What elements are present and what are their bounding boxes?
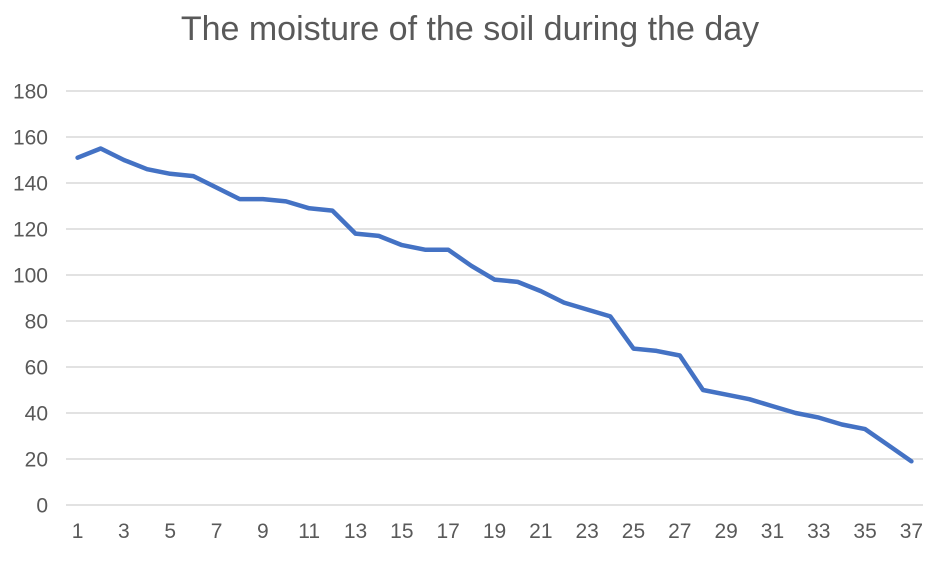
y-axis-tick-label: 0: [36, 494, 48, 517]
y-axis-tick-label: 160: [13, 126, 48, 149]
x-axis-tick-label: 25: [622, 520, 645, 543]
y-axis-tick-label: 140: [13, 172, 48, 195]
y-axis-tick-label: 100: [13, 264, 48, 287]
x-axis-tick-label: 19: [483, 520, 506, 543]
x-axis-tick-label: 5: [164, 520, 176, 543]
y-axis-tick-label: 120: [13, 218, 48, 241]
x-axis-tick-label: 13: [344, 520, 367, 543]
x-axis-tick-label: 9: [257, 520, 269, 543]
chart-title: The moisture of the soil during the day: [180, 10, 760, 48]
x-axis-tick-label: 7: [211, 520, 223, 543]
x-axis-tick-label: 33: [807, 520, 830, 543]
y-axis-tick-label: 40: [25, 402, 48, 425]
x-axis-tick-label: 35: [853, 520, 876, 543]
x-axis-tick-label: 29: [714, 520, 737, 543]
x-axis-tick-label: 27: [668, 520, 691, 543]
y-axis-tick-label: 80: [25, 310, 48, 333]
x-axis-tick-label: 11: [298, 520, 320, 543]
x-axis-tick-label: 21: [529, 520, 552, 543]
y-axis-tick-label: 60: [25, 356, 48, 379]
x-axis-tick-label: 3: [118, 520, 130, 543]
x-axis-tick-label: 23: [575, 520, 598, 543]
y-axis-tick-label: 180: [13, 80, 48, 103]
y-axis-tick-label: 20: [25, 448, 48, 471]
x-axis-tick-label: 37: [900, 520, 923, 543]
x-axis-tick-label: 15: [390, 520, 413, 543]
data-series-line: [75, 146, 914, 464]
x-axis-tick-label: 17: [436, 520, 459, 543]
x-axis-tick-label: 1: [72, 520, 84, 543]
x-axis-tick-label: 31: [761, 520, 784, 543]
